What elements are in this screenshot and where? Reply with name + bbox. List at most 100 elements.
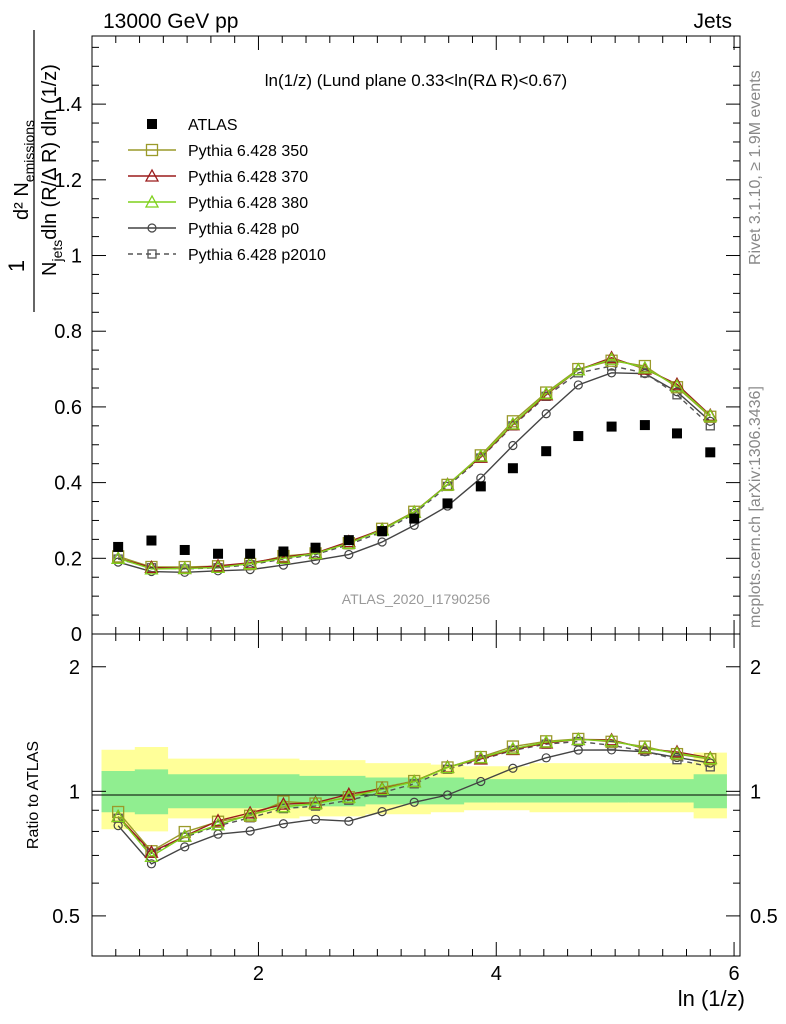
ratio-point [211,815,225,828]
ratio-point [344,795,354,805]
y-tick-label-ratio-left: 1 [69,781,80,803]
legend-entry: Pythia 6.428 350 [128,143,308,160]
ratio-bands [101,746,727,832]
ylabel-numerator: d² Nemissions [11,120,37,220]
atlas-data-point [671,428,682,439]
ratio-point [375,782,390,796]
data-point [573,380,583,390]
ratio-point [505,741,520,755]
data-point [669,376,685,390]
header-left: 13000 GeV pp [103,10,238,33]
series-line-main [117,360,711,568]
data-point [308,546,323,560]
y-tick-label-main: 0.4 [54,473,82,495]
y-tick-label-main: 1.2 [54,170,82,192]
ylabel-denominator: Njetsdln (R/Δ R) dln (1/z) [39,64,65,276]
data-point [243,556,258,570]
ratio-point [440,760,455,774]
ratio-point [442,790,453,800]
ratio-point [245,826,255,836]
ratio-point [409,797,419,807]
ratio-point [277,795,290,808]
atlas-data-point [245,548,256,559]
legend-label: Pythia 6.428 p0 [188,221,299,238]
side-label-rivet: Rivet 3.1.10, ≥ 1.9M events [747,70,764,265]
ratio-point [144,849,159,863]
x-tick-label: 4 [491,963,502,985]
data-point [177,561,192,575]
ratio-point [703,751,718,765]
y-tick-label-ratio-right: 2 [750,657,761,679]
x-tick-label: 6 [728,963,739,985]
atlas-data-point [377,526,388,537]
legend-label: Pythia 6.428 p2010 [188,247,326,264]
ratio-point [637,740,652,754]
data-point [505,416,520,430]
ylabel-njets-sub: jets [49,240,65,263]
ratio-point [508,763,518,773]
ylabel-njets: N [39,261,61,275]
plot-title: ln(1/z) (Lund plane 0.33<ln(RΔ R)<0.67) [265,71,567,90]
legend-marker [147,249,157,259]
ratio-band-green [101,769,727,815]
data-point [541,409,551,419]
y-tick-label-main: 1 [71,246,82,268]
data-point [344,549,354,560]
atlas-data-point [541,446,552,457]
data-point [210,558,226,572]
data-point [539,386,554,400]
ratio-series [111,732,718,869]
ratio-point [243,805,258,819]
series-line-main [117,356,711,570]
atlas-data-point [606,421,617,432]
y-tick-label-main: 0.6 [54,397,82,419]
data-point [210,560,226,574]
legend: ATLAS Pythia 6.428 350 Pythia 6.428 370 Pyt… [128,117,326,264]
y-tick-label-main: 0.8 [54,321,82,343]
atlas-data-point [475,481,486,492]
header-right: Jets [693,10,732,33]
legend-entry: Pythia 6.428 p0 [128,221,299,238]
data-point [571,362,586,376]
atlas-data-point [343,535,354,546]
series-line-main [117,358,711,570]
data-point [606,368,617,378]
y-tick-label-ratio-right: 0.5 [750,906,778,928]
ratio-point [111,809,126,823]
ratio-point [571,732,586,746]
atlas-data-point [113,541,124,552]
ratio-point [604,733,619,747]
ylabel-num-main: d² N [11,182,33,220]
y-tick-label-main: 0 [71,624,82,646]
ratio-point [210,817,226,831]
ylabel-ratio: Ratio to ATLAS [25,741,42,849]
data-point [144,560,159,574]
atlas-data-point [442,498,453,509]
y-tick-label-ratio-left: 2 [69,657,80,679]
ratio-point [506,740,520,753]
ratio-point [144,844,159,858]
ratio-point [177,828,192,842]
data-point [703,408,718,422]
y-tick-label-ratio-right: 1 [750,781,761,803]
atlas-data-point [278,546,289,557]
data-point [111,550,126,564]
ratio-point [243,807,258,821]
ratio-point [476,776,486,787]
legend-marker [145,143,159,157]
legend-entry: Pythia 6.428 370 [128,168,308,186]
series-line-main [117,372,711,574]
ratio-point [308,796,323,810]
legend-label: ATLAS [188,117,238,134]
ratio-point [344,816,354,826]
ratio-point [276,799,291,813]
ratio-point [278,819,289,829]
ratio-point [178,825,191,839]
y-tick-label-main: 0.2 [54,548,82,570]
side-label-mcplots: mcplots.cern.ch [arXiv:1306.3436] [747,386,764,628]
x-tick-label: 2 [253,963,264,985]
ratio-point [539,734,554,748]
main-ticks: 0 0.2 0.4 0.6 0.8 1 1.2 1.4 [54,36,740,646]
atlas-data-point [179,544,190,555]
